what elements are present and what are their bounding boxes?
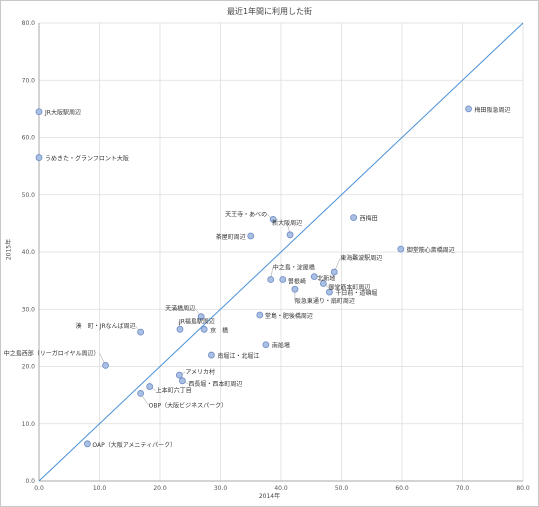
y-tick-label: 30.0	[22, 306, 36, 313]
data-label: 御堂筋心斎橋周辺	[407, 246, 455, 254]
data-label: 曽根崎	[288, 277, 306, 285]
y-tick-label: 10.0	[22, 421, 36, 428]
data-point	[465, 105, 472, 113]
x-tick-label: 30.0	[214, 485, 228, 492]
y-axis-label: 2015年	[5, 238, 13, 261]
data-label: 千日前・道頓堀	[335, 289, 377, 297]
data-point	[137, 390, 145, 397]
y-tick-label: 0.0	[25, 478, 35, 485]
data-label: 南船場	[272, 342, 290, 350]
x-axis-label: 2014年	[258, 493, 281, 500]
data-point	[350, 214, 358, 222]
x-tick-label: 0.0	[34, 485, 44, 492]
data-point	[137, 328, 145, 336]
data-label: OAP（大阪アメニティパーク）	[92, 441, 176, 449]
data-label: 東海難波駅周辺	[340, 254, 382, 262]
data-point	[84, 440, 91, 448]
data-point	[247, 232, 255, 240]
data-point	[102, 361, 109, 369]
data-point	[200, 325, 208, 333]
axes: 0.0 10.0 20.0 30.0 40.0 50.0 60.0 70.0 80.0 0.0 10…	[22, 20, 530, 492]
y-tick-label: 50.0	[22, 192, 36, 199]
data-label: 茶屋町周辺	[216, 233, 246, 241]
data-point	[35, 108, 43, 116]
data-point	[291, 285, 299, 293]
data-label: 湊 町・JRなんば周辺	[76, 322, 136, 330]
data-label: 北新地	[317, 275, 335, 283]
data-label: JR大阪駅周辺	[44, 109, 81, 117]
data-label: 梅田阪急周辺	[475, 106, 511, 114]
chart-title: 最近1年間に利用した街	[226, 7, 313, 16]
data-label: 堂島・肥後橋周辺	[265, 312, 313, 320]
reference-line-layer	[38, 22, 524, 482]
y-tick-label: 80.0	[22, 20, 36, 27]
data-label: JR福島駅周辺	[178, 317, 215, 325]
data-label: 天満橋周辺	[165, 305, 195, 313]
data-label: 阪急東通り・扇町周辺	[295, 297, 355, 305]
data-label: 御堂筋本町周辺	[328, 283, 370, 291]
data-point	[397, 245, 405, 253]
y-tick-label: 40.0	[22, 249, 36, 256]
data-point	[175, 371, 183, 379]
data-point	[267, 276, 275, 283]
data-point	[325, 288, 333, 296]
reference-line	[38, 22, 524, 482]
y-tick-label: 70.0	[22, 77, 36, 84]
x-tick-label: 60.0	[395, 485, 409, 492]
data-point	[208, 351, 215, 359]
data-label: 西長堀・西本町周辺	[188, 380, 242, 388]
data-point	[286, 231, 294, 239]
data-label: 天王寺・あべの	[225, 210, 267, 218]
y-tick-label: 60.0	[22, 135, 36, 142]
x-tick-label: 40.0	[274, 485, 288, 492]
x-tick-label: 80.0	[516, 485, 530, 492]
x-tick-label: 20.0	[153, 485, 167, 492]
data-point	[310, 273, 318, 281]
data-point	[256, 311, 264, 319]
data-label: OBP（大阪ビジネスパーク）	[149, 401, 227, 409]
data-label: 新大阪周辺	[272, 219, 302, 227]
data-point	[269, 215, 277, 223]
x-tick-label: 70.0	[456, 485, 470, 492]
data-label: 西梅田	[360, 215, 378, 223]
data-label: 上本町六丁目	[156, 387, 192, 395]
data-point	[262, 341, 270, 349]
data-label: 中之島西部（リーガロイヤル周辺）	[4, 349, 100, 357]
data-point	[319, 280, 327, 287]
data-point	[197, 313, 205, 321]
data-points	[35, 105, 472, 448]
data-label: うめきた・グランフロント大阪	[45, 155, 129, 163]
data-point	[279, 276, 287, 283]
data-point	[178, 377, 186, 385]
data-label: アメリカ村	[185, 368, 215, 376]
data-label: 中之島・淀屋橋	[273, 263, 315, 271]
data-point	[35, 154, 43, 161]
data-point	[146, 383, 154, 390]
data-label: 南堀江・北堀江	[217, 352, 259, 360]
x-tick-label: 50.0	[335, 485, 349, 492]
data-point	[330, 268, 338, 276]
y-tick-label: 20.0	[22, 364, 36, 371]
data-label: 京 橋	[210, 326, 228, 334]
x-tick-label: 10.0	[93, 485, 107, 492]
data-point	[176, 325, 184, 333]
